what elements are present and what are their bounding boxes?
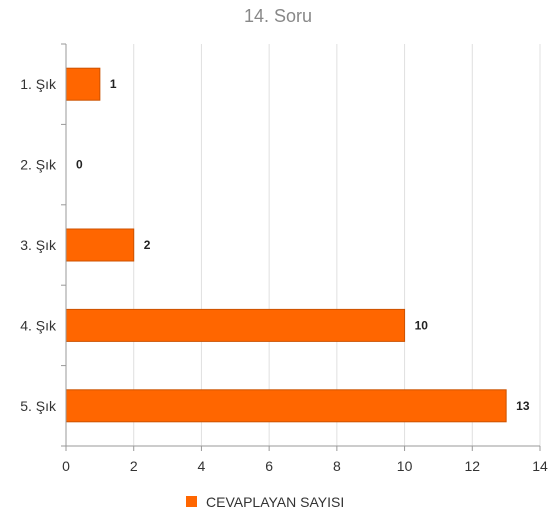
bar[interactable] (65, 389, 507, 423)
data-label: 0 (76, 158, 83, 172)
x-tick-label: 2 (130, 458, 138, 474)
data-label: 1 (110, 77, 117, 91)
x-tick-label: 6 (265, 458, 273, 474)
legend[interactable]: CEVAPLAYAN SAYISI (186, 494, 344, 510)
legend-swatch (186, 496, 197, 507)
chart-title: 14. Soru (244, 6, 312, 26)
category-label: 3. Şık (20, 237, 57, 253)
data-label: 13 (516, 399, 530, 413)
category-label: 2. Şık (20, 157, 57, 173)
bar[interactable] (65, 228, 135, 262)
legend-label: CEVAPLAYAN SAYISI (206, 494, 344, 510)
bar[interactable] (65, 308, 406, 342)
x-tick-label: 10 (397, 458, 413, 474)
x-tick-label: 8 (333, 458, 341, 474)
bar[interactable] (65, 67, 101, 101)
category-label: 1. Şık (20, 76, 57, 92)
labels: 0 2 4 6 8 10 12 14 1. Şık 1 2. Şık 0 3. Şık 2 4. Şık 10… (20, 76, 548, 474)
category-label: 5. Şık (20, 398, 57, 414)
grid (133, 44, 541, 446)
data-label: 10 (415, 318, 429, 332)
x-tick-label: 12 (464, 458, 480, 474)
bars (65, 67, 507, 423)
x-tick-label: 4 (198, 458, 206, 474)
category-label: 4. Şık (20, 317, 57, 333)
axes (61, 43, 541, 451)
x-tick-label: 14 (532, 458, 548, 474)
data-label: 2 (144, 238, 151, 252)
x-tick-label: 0 (62, 458, 70, 474)
